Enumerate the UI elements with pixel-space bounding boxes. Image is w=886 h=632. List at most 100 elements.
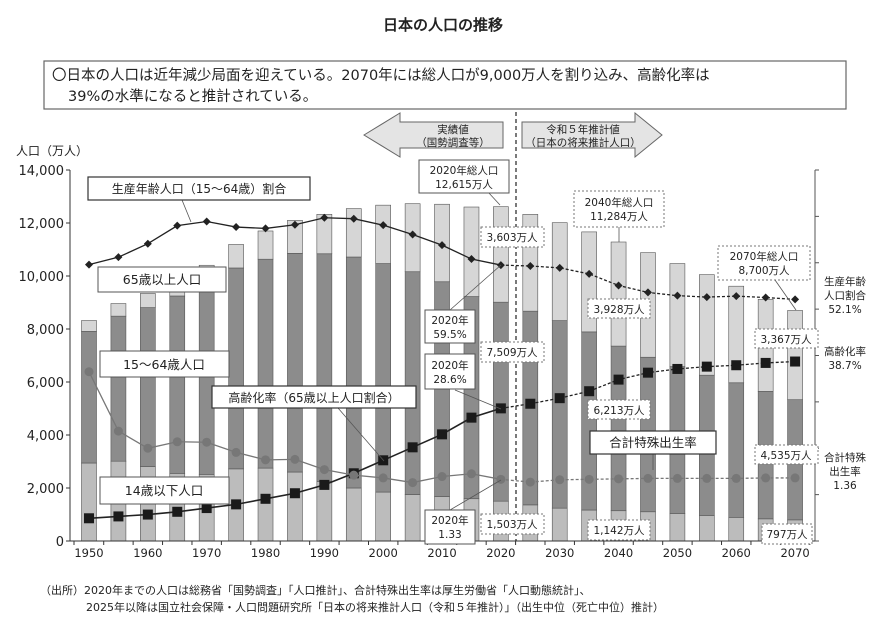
square-point [231, 499, 242, 510]
diamond-point [791, 295, 800, 304]
y-axis-title: 人口（万人） [16, 144, 88, 158]
bar-segment [610, 241, 627, 347]
circle-point [790, 473, 800, 483]
x-tick-label: 1990 [310, 546, 339, 560]
x-tick-label: 1960 [133, 546, 162, 560]
square-point [113, 511, 124, 522]
bar-segment [404, 494, 421, 542]
bar-segment [228, 244, 244, 269]
diamond-point [702, 293, 711, 302]
circle-point [231, 447, 241, 457]
x-tick-label: 2010 [427, 546, 456, 560]
diamond-point [320, 213, 329, 222]
lines [84, 213, 801, 524]
svg-text:高齢化率: 高齢化率 [824, 345, 866, 358]
annotation-under14-2020: 1,503万人 [480, 513, 545, 535]
y-axis: 0 2,000 4,000 6,000 8,000 10,000 12,000 14,000 [19, 164, 71, 550]
label-working-ratio: 生産年齢人口（15～64歳）割合 [87, 176, 311, 201]
circle-point [555, 475, 565, 485]
x-tick-label: 1950 [74, 546, 103, 560]
y-tick-label: 4,000 [27, 429, 64, 444]
diamond-point [614, 281, 623, 290]
bar-segment [316, 253, 333, 482]
bar-segment [81, 331, 97, 464]
y2-axis [814, 169, 819, 542]
bar-segment [257, 230, 274, 260]
x-tick-label: 2060 [722, 546, 751, 560]
bar-segment [110, 315, 127, 462]
square-point [672, 363, 683, 374]
square-point [84, 513, 94, 524]
annotation-total-2040: 2040年総人口 11,284万人 [573, 190, 665, 228]
diamond-point [114, 253, 123, 262]
circle-point [378, 473, 388, 483]
svg-text:1.33: 1.33 [438, 529, 461, 541]
diamond-point [761, 293, 770, 302]
svg-text:生産年齢: 生産年齢 [824, 275, 866, 288]
square-point [760, 357, 771, 368]
svg-text:12,615万人: 12,615万人 [435, 179, 493, 191]
svg-text:1,503万人: 1,503万人 [486, 519, 538, 531]
bar-segment [287, 471, 303, 542]
diamond-point [467, 255, 476, 264]
circle-point [761, 473, 771, 483]
square-point [319, 479, 330, 490]
y-tick-label: 14,000 [19, 164, 65, 179]
arrow-label: （国勢調査等） [416, 136, 490, 149]
svg-text:生産年齢人口（15～64歳）割合: 生産年齢人口（15～64歳）割合 [112, 181, 287, 196]
circle-point [349, 470, 359, 480]
bar-segment [257, 258, 274, 469]
diamond-point [290, 220, 299, 229]
arrow-label: （日本の将来推計人口） [525, 136, 641, 149]
svg-text:28.6%: 28.6% [433, 374, 466, 386]
circle-point [319, 465, 329, 475]
bar-segment [551, 507, 568, 542]
diamond-point [85, 260, 93, 269]
svg-text:3,367万人: 3,367万人 [760, 334, 812, 346]
summary-box: 〇日本の人口は近年減少局面を迎えている。2070年には総人口が9,000万人を割… [43, 60, 847, 110]
bar-segment [699, 274, 715, 376]
diamond-point [526, 261, 535, 270]
bar-segment [140, 293, 156, 308]
bar-segment [287, 220, 303, 254]
annotation-over65-2070: 3,367万人 [754, 328, 819, 349]
annotation-aging-2020: 2020年 28.6% [424, 353, 476, 390]
circle-point [408, 478, 418, 488]
bar-segment [110, 303, 127, 317]
bar-segment [375, 204, 392, 264]
bar-segment [345, 487, 362, 542]
circle-point [525, 477, 535, 487]
bar-segment [669, 263, 686, 367]
x-tick-label: 2070 [780, 546, 809, 560]
svg-text:2020年: 2020年 [431, 359, 468, 372]
annotation-15-64-2020: 7,509万人 [480, 341, 545, 363]
circle-point [702, 473, 712, 483]
annotation-total-2020: 2020年総人口 12,615万人 [418, 159, 510, 194]
y-tick-label: 10,000 [19, 270, 65, 285]
svg-text:4,535万人: 4,535万人 [760, 450, 812, 462]
circle-point [584, 474, 594, 484]
projection-arrow: 令和５年推計値 （日本の将来推計人口） [521, 111, 663, 159]
svg-text:2040年総人口: 2040年総人口 [585, 196, 654, 209]
square-point [260, 493, 271, 504]
svg-text:高齢化率（65歳以上人口割合）: 高齢化率（65歳以上人口割合） [228, 390, 399, 405]
x-axis: 1950 1960 1970 1980 1990 2000 2010 2020 2030 2040… [70, 540, 815, 560]
chart-title: 日本の人口の推移 [383, 16, 503, 34]
summary-line: 〇日本の人口は近年減少局面を迎えている。2070年には総人口が9,000万人を割… [52, 67, 710, 84]
right-label-tfr: 合計特殊 出生率 1.36 [824, 451, 866, 492]
x-tick-label: 2050 [663, 546, 692, 560]
diamond-point [202, 217, 211, 226]
label-15-64: 15～64歳人口 [99, 350, 230, 378]
circle-point [84, 367, 94, 377]
diamond-point [555, 263, 564, 272]
x-tick-label: 2020 [486, 546, 515, 560]
svg-text:797万人: 797万人 [766, 529, 808, 541]
circle-point [643, 473, 653, 483]
svg-text:2020年: 2020年 [431, 314, 468, 327]
square-point [407, 442, 418, 453]
diamond-point [438, 241, 447, 250]
bar-segment [287, 253, 303, 473]
diamond-point [673, 291, 682, 300]
svg-text:3,928万人: 3,928万人 [593, 304, 645, 316]
label-tfr: 合計特殊出生率 [589, 430, 717, 455]
